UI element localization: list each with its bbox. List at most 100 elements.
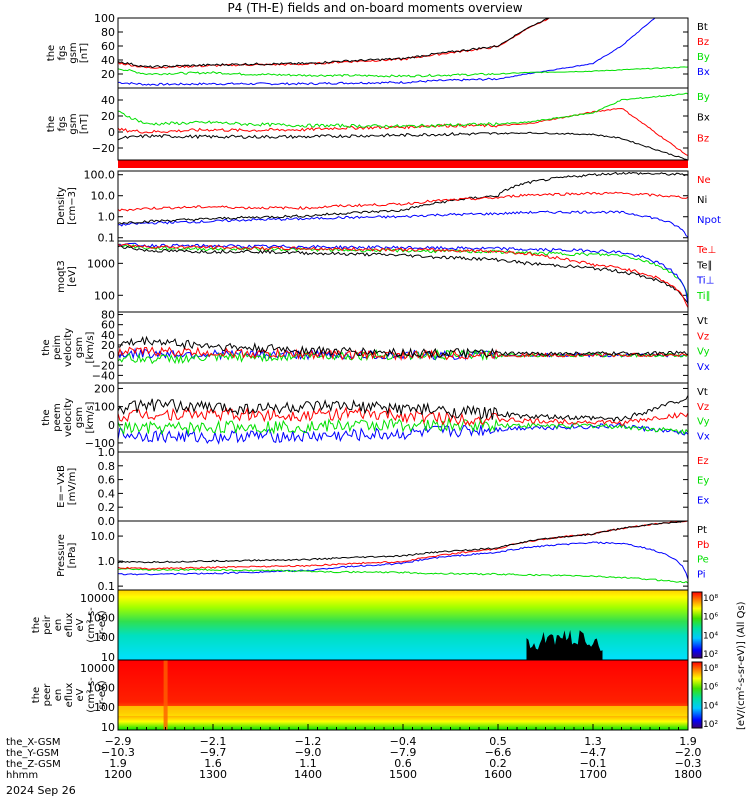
colorbar-group: 10⁸ 10⁶ 10⁴ 10² 10⁸ 10⁶ 10⁴ 10² [eV/(cm²-s-sr-eV… (691, 591, 747, 730)
ytick-label: 0 (108, 419, 115, 432)
series-Ti⊥ (118, 242, 688, 306)
xaxis-value: −10.3 (101, 746, 135, 759)
ytick-label: −100 (85, 437, 115, 450)
ylabel-line: peer (42, 683, 53, 707)
legend-Vz: Vz (697, 402, 709, 413)
series-Ne (118, 191, 688, 212)
ytick-label: 1.0 (98, 446, 116, 459)
ylabel-line: the (41, 409, 52, 425)
colorbar-tick: 10⁶ (703, 683, 718, 693)
series-group (118, 395, 688, 445)
ylabel-line: gsm (68, 42, 79, 63)
ylabel-line: velocity (63, 398, 74, 437)
ylabel-fgs-bt: thefgsgsm[nT] (46, 42, 90, 63)
ytick-label: 10 (101, 651, 115, 664)
legend-Vt: Vt (697, 316, 708, 327)
bz-red-band (118, 160, 688, 168)
ylabel-line: (cm²-s- (86, 607, 97, 643)
ylabel-line: sr-eV) (97, 610, 108, 639)
xaxis-value: −0.4 (390, 735, 417, 748)
legend-Ni: Ni (697, 195, 707, 206)
series-Vz (118, 406, 688, 426)
ylabel-line: the (31, 687, 42, 703)
ylabel-peim-vel: thepeimvelocitygsm[km/s] (41, 328, 96, 367)
legend-Pe: Pe (697, 555, 709, 566)
series-Vt (118, 335, 688, 359)
ylabel-line: [km/s] (85, 331, 96, 363)
ylabel-line: the (41, 339, 52, 355)
xaxis-value: 1600 (484, 768, 512, 781)
series-Pe (118, 568, 688, 584)
ylabel-line: E=−VxB (56, 465, 67, 508)
ylabel-line: Pressure (56, 534, 67, 577)
ytick-label: 0.4 (98, 487, 116, 500)
ytick-label: 80 (101, 26, 115, 39)
series-Vz (118, 346, 688, 361)
spectrogram (118, 590, 688, 660)
ytick-label: −20 (92, 142, 115, 155)
ylabel-line: peir (42, 614, 53, 634)
ytick-label: 1000 (87, 682, 115, 695)
ytick-label: 100 (94, 12, 115, 25)
ylabel-line: [km/s] (85, 401, 96, 433)
xaxis-value: −9.0 (295, 746, 322, 759)
ylabel-line: fgs (57, 116, 68, 131)
xaxis-value: 0.5 (489, 735, 507, 748)
ytick-label: 10000 (80, 662, 115, 675)
xaxis-value: 1200 (104, 768, 132, 781)
panel-peir-spec: thepeirenefluxeV(cm²-s-sr-eV) 10000 1000 10… (31, 589, 689, 664)
legend-Ez: Ez (697, 456, 709, 467)
series-Bt (118, 18, 550, 69)
xaxis-value: −0.1 (580, 757, 607, 770)
legend-Npot: Npot (697, 215, 721, 226)
ylabel-line: moqt3 (56, 260, 67, 293)
ylabel-line: [mV/m] (67, 468, 78, 506)
legend-Vx: Vx (697, 362, 710, 373)
ylabel-line: sr-eV) (97, 680, 108, 709)
ytick-label: 10 (101, 721, 115, 734)
colorbar-tick: 10² (703, 650, 718, 660)
xaxis-value: 1700 (579, 768, 607, 781)
legend-Bz: Bz (697, 37, 709, 48)
ytick-label: 0.1 (98, 580, 116, 593)
legend-Vt: Vt (697, 387, 708, 398)
ylabel-fgs-comp: thefgsgsm[nT] (46, 113, 90, 134)
ytick-label: 100 (94, 401, 115, 414)
low-flux-patch (526, 630, 603, 660)
series-Bx (118, 18, 656, 86)
xaxis-value: −7.9 (390, 746, 417, 759)
ylabel-pressure: Pressure[nPa] (56, 534, 78, 577)
ytick-label: 100 (94, 701, 115, 714)
series-group (118, 242, 688, 308)
xaxis-row-0: the_X-GSM −2.9 −2.1 −1.2 −0.4 0.5 1.3 1.9 (6, 735, 697, 748)
colorbar-tick: 10² (703, 720, 718, 730)
series-Npot (118, 210, 688, 238)
stripe (163, 660, 168, 730)
xaxis-value: 1400 (294, 768, 322, 781)
colorbar-tick: 10⁴ (703, 701, 718, 711)
legend-Vx: Vx (697, 431, 710, 442)
ylabel-line: peim (52, 335, 63, 360)
xaxis-value: −0.3 (675, 757, 702, 770)
ytick-label: 100 (94, 631, 115, 644)
plot-title: P4 (TH-E) fields and on-board moments ov… (227, 1, 523, 15)
ytick-label: 100.0 (84, 169, 116, 182)
xaxis-value: −9.7 (200, 746, 227, 759)
ylabel-line: eflux (64, 613, 75, 638)
xaxis-value: −6.6 (485, 746, 512, 759)
ylabel-line: [eV] (67, 266, 78, 287)
legend-Ex: Ex (697, 495, 709, 506)
spectrogram (118, 660, 688, 730)
colorbar-tick: 10⁴ (703, 631, 718, 641)
colorbar (691, 661, 703, 729)
panel-temperature: moqt3[eV] 1000 100 Te⊥ Te∥ Ti⊥ Ti∥ (56, 240, 716, 313)
ytick-label: 40 (101, 94, 115, 107)
panel-peem-vel: thepeemvelocitygsm[km/s] 200 100 0 −100 Vt Vz V… (41, 382, 710, 453)
panel-pressure: Pressure[nPa] 10.0 1.0 0.1 Pt Pb Pe Pi (56, 520, 709, 593)
ytick-label: 10.0 (91, 190, 116, 203)
xaxis-value: 0.6 (394, 757, 412, 770)
xaxis-value: −2.1 (200, 735, 227, 748)
